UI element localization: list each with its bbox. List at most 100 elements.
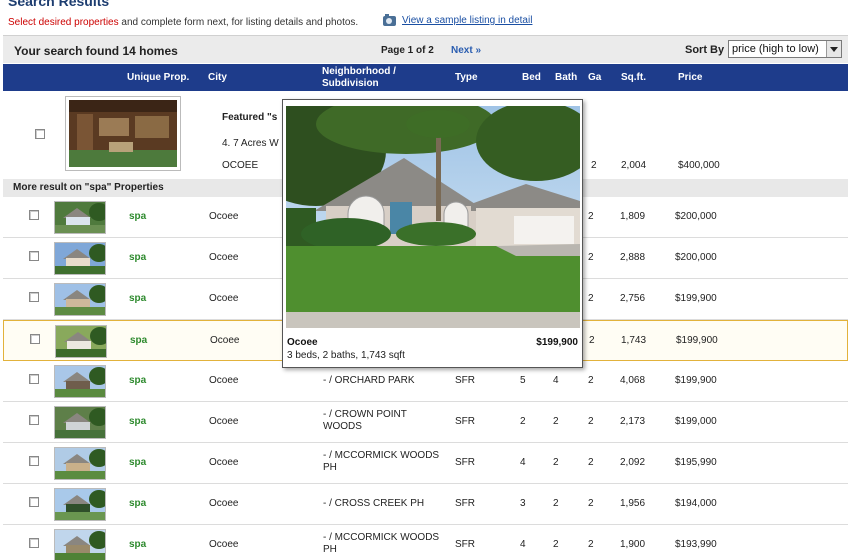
- listing-garage: 2: [588, 375, 594, 386]
- listing-sqft: 2,756: [620, 293, 646, 304]
- listing-city: Ocoee: [209, 498, 239, 509]
- featured-photo-image: [69, 100, 177, 167]
- listing-price: $200,000: [675, 211, 717, 222]
- sample-listing-label[interactable]: View a sample listing in detail: [402, 15, 533, 26]
- listing-row[interactable]: spa Ocoee - / MCCORMICK WOODS PH SFR 4 2 2 2,09…: [3, 443, 848, 484]
- listing-garage: 2: [588, 416, 594, 427]
- next-page-link[interactable]: Next »: [451, 45, 482, 56]
- listing-thumbnail[interactable]: [54, 488, 106, 521]
- featured-photo[interactable]: [65, 96, 181, 171]
- listing-row[interactable]: spa Ocoee - / MCCORMICK WOODS PH SFR 4 2 2 1,90…: [3, 525, 848, 560]
- listing-unique-prop[interactable]: spa: [130, 335, 148, 346]
- listing-price: $194,000: [675, 498, 717, 509]
- sample-listing-link[interactable]: View a sample listing in detail: [383, 13, 533, 26]
- listing-sqft: 2,888: [620, 252, 646, 263]
- listing-price: $200,000: [675, 252, 717, 263]
- listing-thumbnail-image: [55, 202, 105, 233]
- listing-neighborhood: - / MCCORMICK WOODS PH: [323, 450, 440, 473]
- listing-neighborhood: - / CROWN POINT WOODS: [323, 409, 407, 432]
- column-price[interactable]: Price: [678, 72, 703, 83]
- listing-bath: 2: [553, 416, 559, 427]
- listing-checkbox[interactable]: [29, 374, 39, 384]
- listing-unique-prop[interactable]: spa: [129, 293, 147, 304]
- instructions-highlight: Select desired properties: [8, 17, 119, 28]
- listing-unique-prop[interactable]: spa: [129, 211, 147, 222]
- listing-checkbox[interactable]: [29, 210, 39, 220]
- page-indicator: Page 1 of 2: [381, 45, 434, 56]
- listing-thumbnail[interactable]: [54, 447, 106, 480]
- column-unique-prop[interactable]: Unique Prop.: [127, 72, 190, 83]
- listing-unique-prop[interactable]: spa: [129, 457, 147, 468]
- listing-garage: 2: [588, 252, 594, 263]
- listing-bath: 2: [553, 539, 559, 550]
- preview-city: Ocoee: [287, 337, 318, 348]
- listing-neighborhood: - / MCCORMICK WOODS PH: [323, 532, 440, 555]
- listing-thumbnail[interactable]: [54, 529, 106, 560]
- listing-checkbox[interactable]: [29, 251, 39, 261]
- listing-checkbox[interactable]: [29, 456, 39, 466]
- instructions-text: Select desired properties and complete f…: [8, 17, 358, 28]
- listing-thumbnail[interactable]: [54, 406, 106, 439]
- listing-thumbnail[interactable]: [54, 242, 106, 275]
- listing-thumbnail[interactable]: [54, 283, 106, 316]
- column-type[interactable]: Type: [455, 72, 478, 83]
- listing-price: $199,900: [675, 293, 717, 304]
- listing-unique-prop[interactable]: spa: [129, 498, 147, 509]
- listing-neighborhood: - / ORCHARD PARK: [323, 375, 415, 386]
- listing-bed: 4: [520, 539, 526, 550]
- results-table-header: Unique Prop. City Neighborhood / Subdivi…: [3, 64, 848, 91]
- listing-type: SFR: [455, 539, 475, 550]
- listing-thumbnail[interactable]: [55, 325, 107, 358]
- sort-select[interactable]: price (high to low): [728, 40, 842, 58]
- listing-city: Ocoee: [209, 457, 239, 468]
- listing-city: Ocoee: [210, 335, 240, 346]
- listing-garage: 2: [588, 539, 594, 550]
- listing-checkbox[interactable]: [29, 415, 39, 425]
- column-sqft[interactable]: Sq.ft.: [621, 72, 646, 83]
- listing-checkbox[interactable]: [30, 334, 40, 344]
- listing-thumbnail[interactable]: [54, 365, 106, 398]
- listing-price: $199,900: [676, 335, 718, 346]
- column-neighborhood[interactable]: Neighborhood / Subdivision: [322, 66, 396, 90]
- listing-row[interactable]: spa Ocoee - / CROWN POINT WOODS SFR 2 2 2 2,173…: [3, 402, 848, 443]
- listing-unique-prop[interactable]: spa: [129, 416, 147, 427]
- featured-description: 4. 7 Acres W: [222, 138, 279, 149]
- listing-city: Ocoee: [209, 252, 239, 263]
- column-garage[interactable]: Ga: [588, 72, 602, 83]
- listing-bed: 4: [520, 457, 526, 468]
- listing-preview-popup: Ocoee $199,900 3 beds, 2 baths, 1,743 sq…: [282, 99, 583, 368]
- preview-details: 3 beds, 2 baths, 1,743 sqft: [287, 350, 405, 361]
- listing-sqft: 1,809: [620, 211, 646, 222]
- featured-checkbox[interactable]: [35, 129, 45, 139]
- listing-checkbox[interactable]: [29, 497, 39, 507]
- listing-price: $195,990: [675, 457, 717, 468]
- listing-checkbox[interactable]: [29, 538, 39, 548]
- listing-bath: 2: [553, 498, 559, 509]
- listing-city: Ocoee: [209, 293, 239, 304]
- listing-bed: 5: [520, 375, 526, 386]
- column-bed[interactable]: Bed: [522, 72, 541, 83]
- listing-bath: 2: [553, 457, 559, 468]
- results-count: Your search found 14 homes: [14, 44, 178, 58]
- listing-type: SFR: [455, 416, 475, 427]
- listing-price: $199,000: [675, 416, 717, 427]
- listing-sqft: 4,068: [620, 375, 646, 386]
- column-city[interactable]: City: [208, 72, 227, 83]
- listing-unique-prop[interactable]: spa: [129, 375, 147, 386]
- listing-price: $199,900: [675, 375, 717, 386]
- listing-sqft: 1,743: [621, 335, 647, 346]
- column-bath[interactable]: Bath: [555, 72, 578, 83]
- listing-thumbnail[interactable]: [54, 201, 106, 234]
- listing-garage: 2: [588, 211, 594, 222]
- listing-row[interactable]: spa Ocoee - / CROSS CREEK PH SFR 3 2 2 1,956 $19…: [3, 484, 848, 525]
- listing-type: SFR: [455, 457, 475, 468]
- listing-unique-prop[interactable]: spa: [129, 539, 147, 550]
- featured-title[interactable]: Featured "s: [222, 112, 278, 123]
- featured-garage: 2: [591, 160, 597, 171]
- listing-sqft: 2,092: [620, 457, 646, 468]
- dropdown-arrow-icon[interactable]: [826, 41, 841, 57]
- listing-bed: 2: [520, 416, 526, 427]
- listing-unique-prop[interactable]: spa: [129, 252, 147, 263]
- listing-thumbnail-image: [55, 243, 105, 274]
- listing-checkbox[interactable]: [29, 292, 39, 302]
